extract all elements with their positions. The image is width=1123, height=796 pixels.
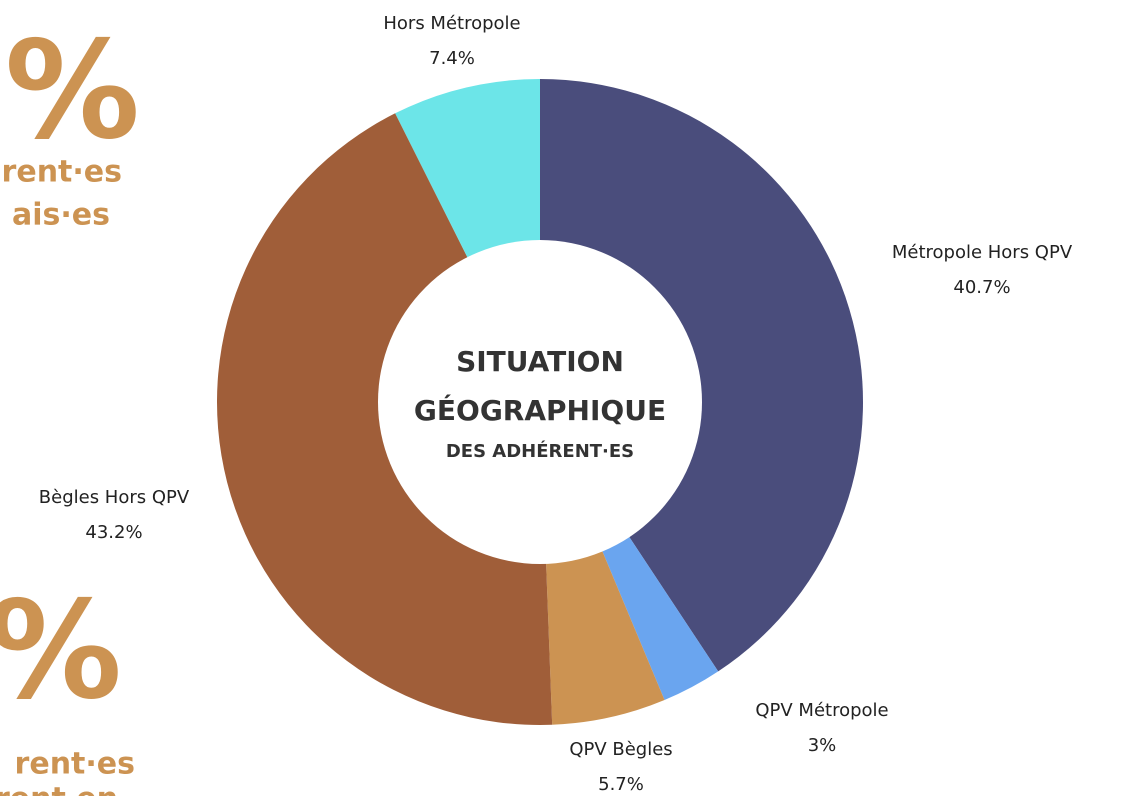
slice-label: QPV Bègles (569, 739, 672, 760)
slice-label: Hors Métropole (383, 13, 520, 34)
donut-hole (378, 240, 702, 564)
value-label: 3% (808, 735, 837, 756)
side-text: rent en (0, 782, 118, 796)
center-subtitle: DES ADHÉRENT·ES (446, 440, 634, 462)
side-big-text: % (0, 572, 122, 729)
value-label: 40.7% (953, 277, 1010, 298)
slice-label: Bègles Hors QPV (39, 487, 190, 508)
value-label: 43.2% (85, 522, 142, 543)
center-title: SITUATION (456, 345, 624, 378)
side-text: ais·es (12, 198, 110, 233)
side-big-text: % (5, 12, 140, 169)
value-label: 7.4% (429, 48, 475, 69)
slice-label: Métropole Hors QPV (892, 242, 1073, 263)
value-label: 5.7% (598, 774, 644, 795)
center-title: GÉOGRAPHIQUE (414, 393, 666, 427)
side-text: rent·es (2, 155, 122, 190)
slice-label: QPV Métropole (755, 700, 888, 721)
side-text: rent·es (15, 747, 135, 782)
